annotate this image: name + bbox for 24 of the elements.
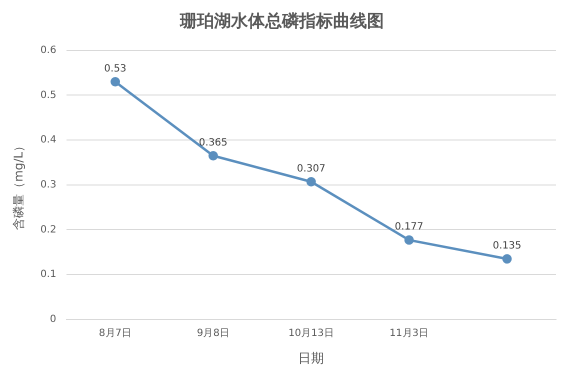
y-tick-label: 0.4	[40, 134, 56, 146]
point	[306, 177, 316, 187]
point	[110, 77, 120, 87]
y-tick-label: 0.5	[40, 90, 56, 101]
data-label: 0.135	[492, 240, 522, 252]
point	[404, 235, 414, 245]
x-tick-label: 11月3日	[390, 328, 429, 339]
data-label: 0.307	[296, 163, 326, 174]
x-tick-label: 9月8日	[196, 328, 230, 339]
x-axis-title: 日期	[298, 352, 324, 367]
data-label: 0.365	[198, 137, 228, 148]
y-axis-title: 含磷量（mg/L）	[11, 140, 26, 230]
y-tick-label: 0	[50, 314, 56, 325]
chart-title: 珊珀湖水体总磷指标曲线图	[179, 12, 384, 32]
point	[208, 151, 218, 161]
x-tick-label: 8月7日	[98, 328, 132, 339]
point	[502, 254, 512, 264]
y-tick-label: 0.2	[40, 224, 56, 236]
data-label: 0.53	[104, 63, 126, 74]
y-tick-label: 0.1	[40, 269, 56, 280]
data-label: 0.177	[394, 222, 424, 233]
x-tick-label: 10月13日	[288, 328, 334, 339]
y-tick-label: 0.3	[40, 179, 56, 190]
y-tick-label: 0.6	[40, 44, 56, 56]
